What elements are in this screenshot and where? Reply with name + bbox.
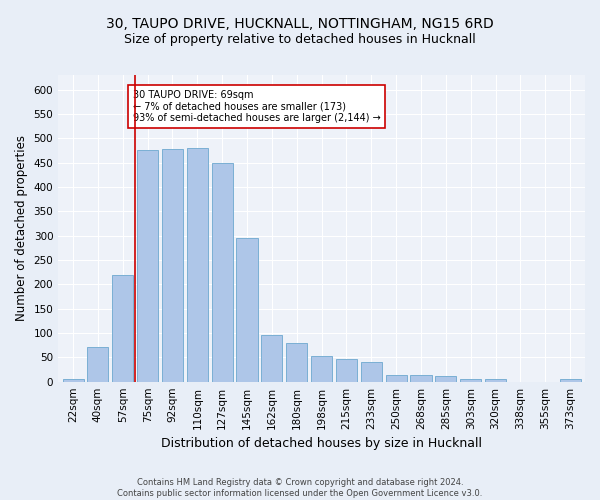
Bar bbox=[262, 335, 283, 382]
Bar bbox=[336, 359, 357, 382]
Text: Size of property relative to detached houses in Hucknall: Size of property relative to detached ho… bbox=[124, 32, 476, 46]
Y-axis label: Number of detached properties: Number of detached properties bbox=[15, 136, 28, 322]
Bar bbox=[311, 356, 332, 382]
Text: 30, TAUPO DRIVE, HUCKNALL, NOTTINGHAM, NG15 6RD: 30, TAUPO DRIVE, HUCKNALL, NOTTINGHAM, N… bbox=[106, 18, 494, 32]
Bar bbox=[62, 379, 83, 382]
Bar bbox=[162, 150, 183, 382]
Bar bbox=[212, 162, 233, 382]
Bar bbox=[187, 148, 208, 382]
X-axis label: Distribution of detached houses by size in Hucknall: Distribution of detached houses by size … bbox=[161, 437, 482, 450]
Bar bbox=[286, 342, 307, 382]
Bar bbox=[112, 274, 133, 382]
Bar bbox=[435, 376, 457, 382]
Bar bbox=[137, 150, 158, 382]
Text: Contains HM Land Registry data © Crown copyright and database right 2024.
Contai: Contains HM Land Registry data © Crown c… bbox=[118, 478, 482, 498]
Bar bbox=[410, 376, 431, 382]
Bar bbox=[386, 376, 407, 382]
Bar bbox=[460, 379, 481, 382]
Bar bbox=[88, 346, 109, 382]
Bar bbox=[560, 379, 581, 382]
Bar bbox=[485, 379, 506, 382]
Text: 30 TAUPO DRIVE: 69sqm
← 7% of detached houses are smaller (173)
93% of semi-deta: 30 TAUPO DRIVE: 69sqm ← 7% of detached h… bbox=[133, 90, 380, 123]
Bar bbox=[236, 238, 257, 382]
Bar bbox=[361, 362, 382, 382]
